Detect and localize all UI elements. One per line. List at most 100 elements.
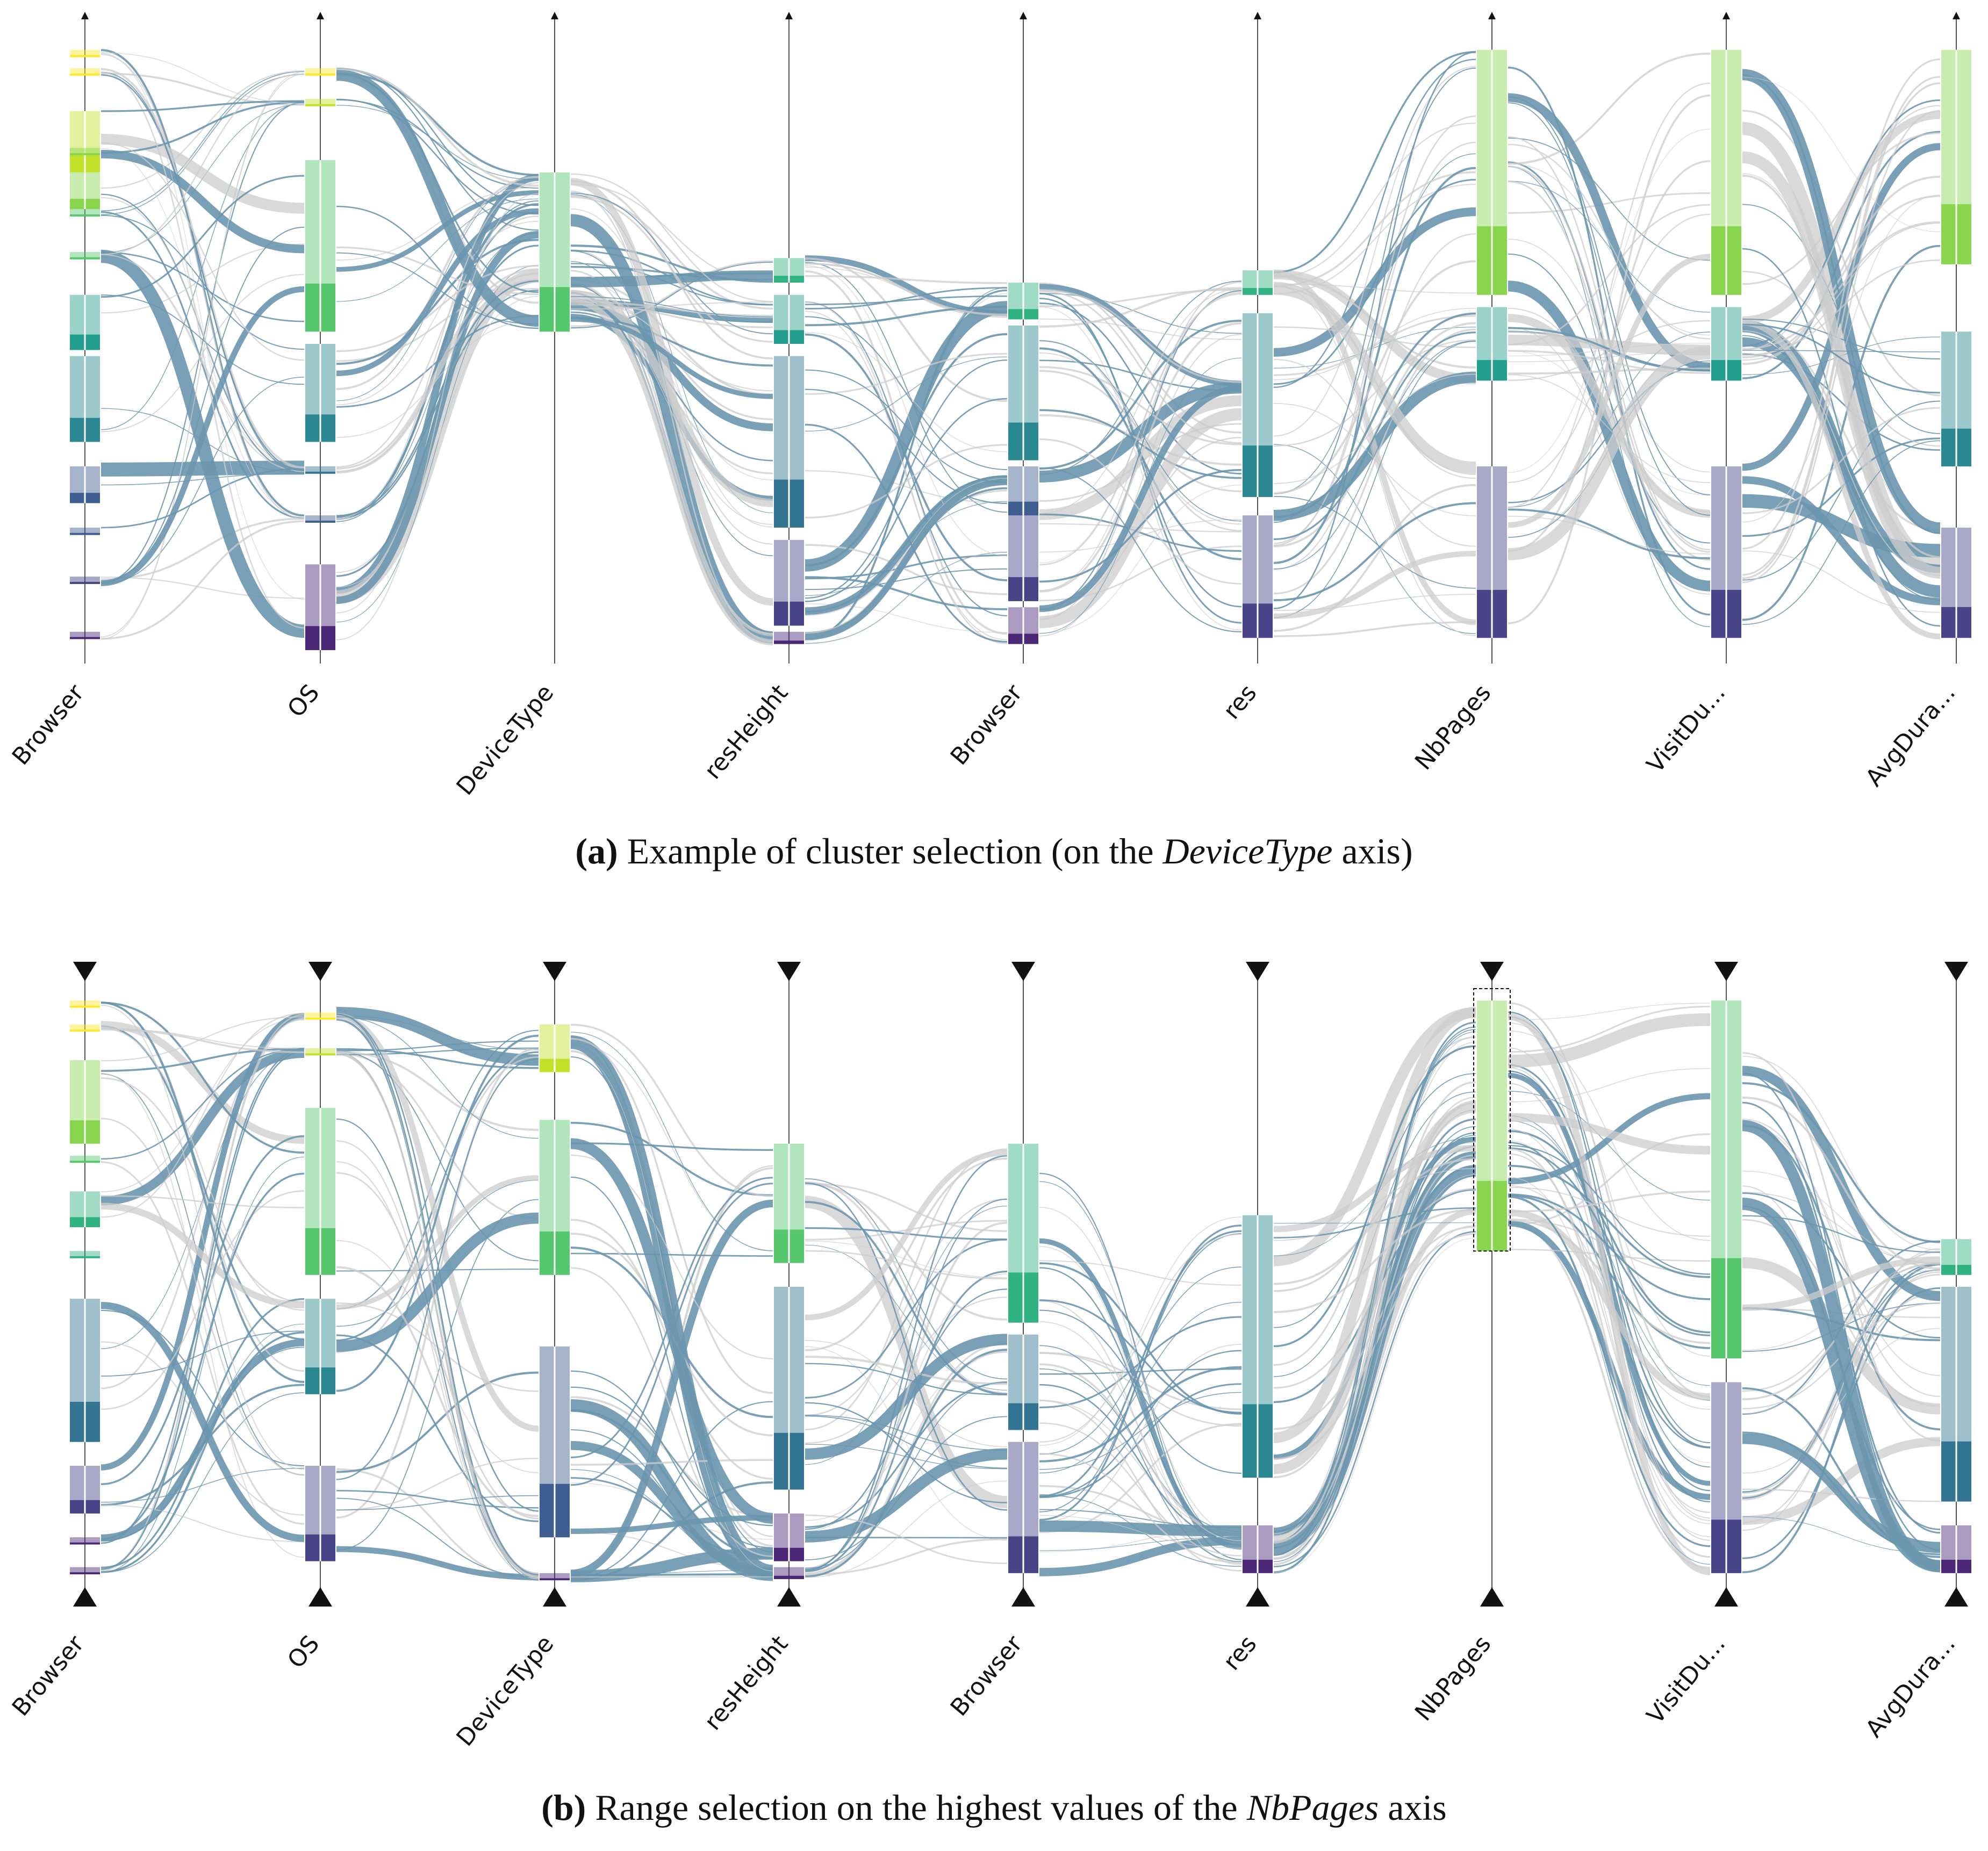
flow-link: [1742, 1328, 1941, 1474]
flow-link-selected: [1039, 1299, 1242, 1414]
flow-link-selected: [1039, 1537, 1242, 1551]
flow-link-selected: [570, 1199, 773, 1578]
flow-link-selected: [336, 1371, 539, 1473]
flow-link: [101, 52, 305, 104]
axis-6: res: [1218, 12, 1273, 724]
flow-link-selected: [570, 1386, 773, 1526]
flow-link-selected: [1742, 1101, 1941, 1534]
flow-link: [1039, 1344, 1242, 1523]
flow-link-selected: [570, 302, 773, 431]
flow-link: [1273, 123, 1476, 278]
parallel-sets-chart-a[interactable]: Browser OS DeviceType resHeight Browser res Nb…: [0, 0, 1988, 860]
flow-link-selected: [1039, 409, 1242, 479]
flow-link-selected: [101, 211, 305, 520]
flow-link: [1508, 1148, 1711, 1558]
flow-link-selected: [101, 214, 305, 350]
flow-link-selected: [101, 1002, 305, 1154]
flow-link: [336, 1161, 539, 1580]
flow-link: [1039, 366, 1242, 445]
category-block-selected: [305, 73, 335, 76]
axis-label: Browser: [7, 679, 90, 770]
flow-link-selected: [336, 280, 539, 517]
flow-link-selected: [1742, 476, 1941, 606]
flow-link-selected: [101, 1001, 305, 1383]
flow-link: [1508, 82, 1711, 508]
flow-link: [1508, 1113, 1711, 1155]
flow-link: [1508, 314, 1711, 518]
flow-link-selected: [1742, 353, 1941, 451]
flow-link-selected: [336, 1118, 539, 1576]
category-block-selected: [774, 1575, 804, 1579]
flow-link: [336, 246, 539, 296]
flow-link: [1039, 287, 1242, 328]
axis-arrow: [1254, 12, 1261, 19]
flow-link-selected: [1742, 244, 1941, 621]
flow-link: [101, 1161, 305, 1525]
flow-link: [570, 1038, 773, 1394]
flow-link-selected: [805, 333, 1008, 567]
flow-link-selected: [1742, 400, 1941, 581]
flow-link-selected: [805, 1201, 1008, 1395]
flow-link-selected: [805, 1155, 1008, 1572]
category-block-selected: [70, 1542, 100, 1545]
flow-link: [1273, 141, 1476, 544]
flow-link: [1273, 326, 1476, 348]
flow-link-selected: [1039, 467, 1242, 632]
category-block-selected: [70, 73, 100, 76]
flow-link-selected: [101, 1301, 305, 1542]
axis-label: resHeight: [699, 679, 794, 784]
flow-link-selected: [1039, 1536, 1242, 1576]
flow-link-selected: [101, 1339, 305, 1542]
flow-link-selected: [101, 149, 305, 254]
axis-label: res: [1218, 1630, 1262, 1675]
flow-link: [101, 73, 305, 106]
flow-link-selected: [1039, 1383, 1242, 1499]
flow-link-selected: [101, 1073, 305, 1475]
flow-link: [1273, 1237, 1476, 1573]
flow-link: [1039, 1207, 1242, 1536]
range-handle-top: [308, 962, 332, 981]
flow-link-selected: [336, 174, 539, 594]
axis-label: VisitDu...: [1641, 679, 1731, 778]
flow-link-selected: [805, 356, 1008, 432]
flow-link: [101, 134, 305, 214]
flow-link-selected: [1039, 280, 1242, 475]
flow-link-selected: [805, 316, 1008, 470]
flow-link: [1742, 320, 1941, 639]
flow-link: [101, 74, 305, 637]
flow-link-selected: [336, 99, 539, 189]
flow-link: [1039, 1453, 1242, 1564]
flow-link-selected: [336, 252, 539, 325]
category-block-selected: [70, 55, 100, 57]
flow-link: [336, 279, 539, 474]
flow-link-selected: [1742, 1287, 1941, 1559]
flow-link: [805, 352, 1008, 395]
flow-link: [101, 1190, 305, 1410]
flow-link: [570, 1459, 773, 1466]
flow-link: [101, 1028, 305, 1054]
parallel-sets-chart-b[interactable]: Browser OS DeviceType resHeight Browser res Nb…: [0, 946, 1988, 1795]
axis-label: OS: [282, 1630, 325, 1674]
caption-a-pre: Example of cluster selection (on the: [627, 831, 1163, 872]
axis-9: AvgDura...: [1860, 962, 1971, 1742]
flow-link-selected: [1273, 502, 1476, 602]
flow-link-selected: [805, 1448, 1008, 1543]
flow-link-selected: [1039, 1230, 1242, 1497]
category-block-selected: [305, 471, 335, 474]
flow-link: [101, 53, 305, 600]
flow-link-selected: [1742, 99, 1941, 347]
flow-link-selected: [336, 1212, 539, 1352]
flow-link-selected: [1508, 102, 1711, 516]
flow-link: [1273, 66, 1476, 437]
category-block-selected: [70, 637, 100, 639]
flow-link-selected: [805, 295, 1008, 306]
flow-link-selected: [336, 73, 539, 293]
flow-link: [1273, 171, 1476, 287]
flow-link-selected: [101, 101, 305, 154]
category-block-selected: [70, 257, 100, 260]
axis-label: OS: [282, 679, 325, 723]
axis-6: res: [1218, 962, 1273, 1675]
flow-link-selected: [336, 105, 539, 181]
flow-link: [1039, 1234, 1242, 1443]
flow-link-selected: [101, 1047, 305, 1072]
